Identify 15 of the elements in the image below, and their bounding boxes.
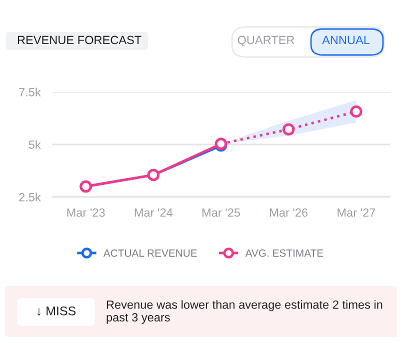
chart-title: REVENUE FORECAST (18, 36, 142, 44)
y-tick-label: 2.5k (19, 192, 41, 202)
x-tick-label: Mar '26 (270, 208, 308, 217)
text: Revenue was lower than average estimate 2 times in past 3 years (106, 300, 382, 324)
text: ↓ MISS (38, 306, 76, 316)
text: ANNUAL (322, 36, 370, 44)
x-tick-label: Mar '23 (67, 208, 105, 217)
text: QUARTER (238, 36, 294, 46)
y-tick-label: 7.5k (19, 88, 41, 96)
x-tick-label: Mar '24 (134, 208, 173, 217)
y-tick-label: 5k (28, 140, 41, 149)
x-tick-label: Mar '25 (202, 208, 240, 217)
legend-label: ACTUAL REVENUE (103, 249, 197, 257)
x-tick-label: Mar '27 (338, 208, 376, 217)
legend-label: AVG. ESTIMATE (245, 249, 324, 257)
